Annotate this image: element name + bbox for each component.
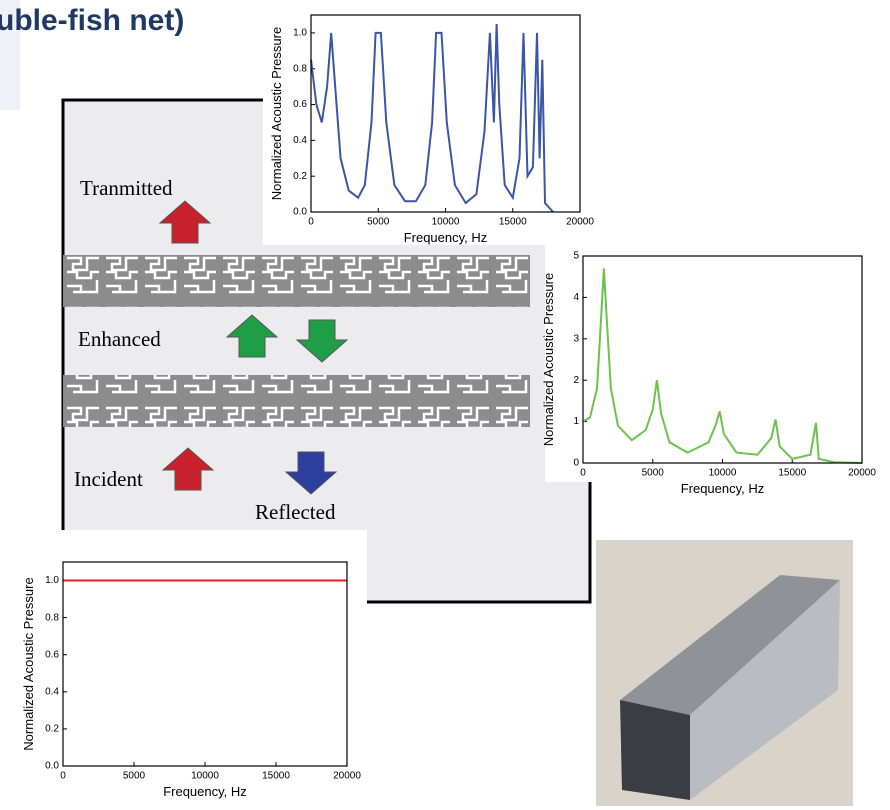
chart: 0 5000 10000 15000 20000 0.0 0.2 0.4 0.6 0.8 1.0 Fr… [263, 0, 600, 245]
slide-title: uble-fish net) [0, 4, 184, 37]
y-tick-label: 1.0 [293, 28, 307, 39]
x-tick-label: 15000 [262, 771, 290, 782]
y-tick-label: 0.4 [45, 686, 59, 697]
y-axis-label: Normalized Acoustic Pressure [541, 273, 556, 446]
y-axis-label: Normalized Acoustic Pressure [21, 577, 36, 750]
x-tick-label: 0 [308, 217, 314, 228]
x-tick-label: 5000 [642, 468, 665, 479]
y-tick-label: 0.6 [45, 649, 59, 660]
chart: 0 5000 10000 15000 20000 0 1 2 3 4 5 Frequency, Hz N… [541, 245, 880, 496]
x-tick-label: 10000 [709, 468, 737, 479]
diagram-label: Enhanced [78, 327, 161, 351]
x-tick-label: 10000 [191, 771, 219, 782]
x-tick-label: 5000 [367, 217, 390, 228]
y-tick-label: 0.2 [293, 171, 307, 182]
x-tick-label: 0 [60, 771, 66, 782]
chart: 0 5000 10000 15000 20000 0.0 0.2 0.4 0.6 0.8 1.0 Fr… [0, 530, 367, 810]
slide: uble-fish net) Tranmitted Enhanced Incid… [0, 0, 890, 810]
y-tick-label: 0 [573, 458, 579, 469]
y-tick-label: 1 [573, 416, 579, 427]
y-tick-label: 0.8 [45, 612, 59, 623]
x-axis-label: Frequency, Hz [404, 230, 488, 245]
photo-object [620, 700, 690, 800]
x-tick-label: 20000 [848, 468, 876, 479]
y-tick-label: 2 [573, 375, 579, 386]
chart-panel [545, 245, 880, 482]
x-tick-label: 10000 [432, 217, 460, 228]
metasurface [63, 375, 530, 427]
y-tick-label: 0.0 [293, 207, 307, 218]
y-tick-label: 0.2 [45, 724, 59, 735]
x-tick-label: 15000 [778, 468, 806, 479]
y-tick-label: 1.0 [45, 575, 59, 586]
y-tick-label: 0.8 [293, 63, 307, 74]
diagram-label: Tranmitted [80, 176, 173, 200]
metasurface [63, 255, 530, 307]
y-tick-label: 0.4 [293, 135, 307, 146]
photo [596, 540, 853, 806]
x-tick-label: 20000 [566, 217, 594, 228]
y-tick-label: 4 [573, 292, 579, 303]
x-tick-label: 5000 [123, 771, 146, 782]
y-tick-label: 5 [573, 251, 579, 262]
y-axis-label: Normalized Acoustic Pressure [269, 27, 284, 200]
diagram-label: Reflected [255, 500, 336, 524]
diagram-label: Incident [74, 467, 143, 491]
y-tick-label: 0.6 [293, 99, 307, 110]
x-axis-label: Frequency, Hz [681, 481, 765, 496]
x-tick-label: 20000 [333, 771, 361, 782]
x-tick-label: 0 [580, 468, 586, 479]
x-tick-label: 15000 [499, 217, 527, 228]
y-tick-label: 0.0 [45, 761, 59, 772]
y-tick-label: 3 [573, 333, 579, 344]
x-axis-label: Frequency, Hz [163, 784, 247, 799]
